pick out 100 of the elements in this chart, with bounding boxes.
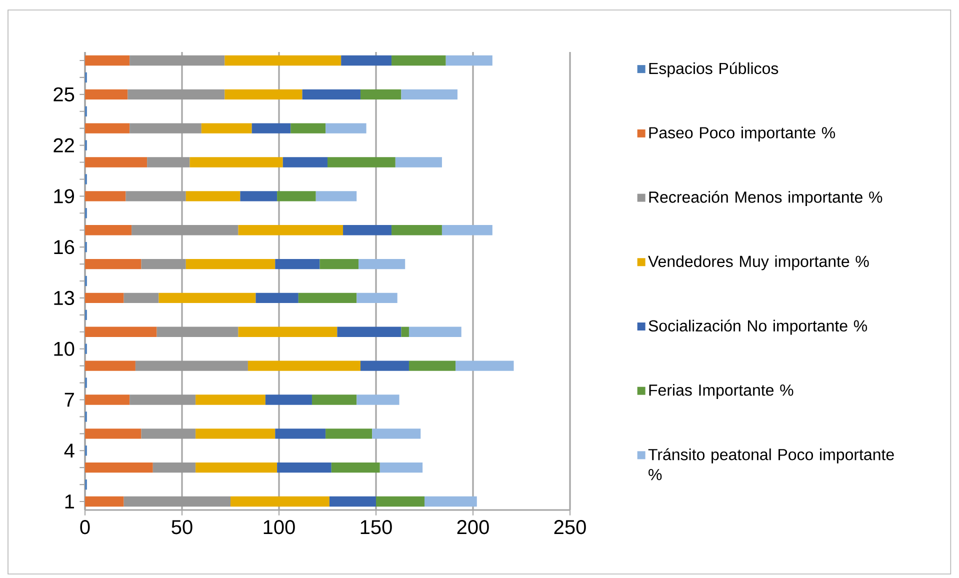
legend-label: Espacios Públicos bbox=[649, 62, 778, 78]
legend-label: Recreación Menos importante % bbox=[649, 190, 882, 206]
bar bbox=[401, 89, 458, 100]
x-tick-label: 200 bbox=[457, 520, 489, 534]
x-tick-label: 50 bbox=[172, 520, 192, 534]
bar bbox=[376, 496, 425, 507]
bar bbox=[282, 157, 328, 168]
bar bbox=[196, 428, 276, 439]
y-tick-label: 7 bbox=[64, 392, 74, 407]
bar bbox=[128, 89, 225, 100]
bar bbox=[190, 157, 283, 168]
bar bbox=[186, 258, 276, 270]
bar bbox=[85, 394, 130, 405]
bar bbox=[256, 292, 298, 304]
bar bbox=[85, 326, 157, 337]
bar bbox=[326, 428, 372, 439]
bar bbox=[356, 394, 400, 405]
legend-label: Socialización No importante % bbox=[648, 320, 868, 335]
bar bbox=[360, 89, 402, 100]
legend-label: Tránsito peatonal Poco importante % bbox=[648, 448, 894, 480]
bar bbox=[132, 225, 238, 236]
bar bbox=[341, 55, 392, 66]
bar bbox=[124, 292, 159, 304]
bar bbox=[380, 462, 423, 473]
bar bbox=[408, 360, 456, 371]
x-tick-label: 100 bbox=[264, 520, 295, 534]
x-tick-label: 150 bbox=[360, 520, 392, 534]
y-tick-label: 10 bbox=[54, 342, 74, 356]
bar bbox=[85, 258, 142, 270]
y-tick-label: 19 bbox=[54, 189, 74, 204]
bar bbox=[230, 496, 330, 507]
bar bbox=[201, 123, 252, 134]
bar bbox=[85, 225, 132, 236]
bar bbox=[85, 123, 130, 134]
bar bbox=[196, 462, 278, 473]
bar bbox=[290, 123, 326, 134]
bar bbox=[85, 428, 142, 439]
y-tick-label: 22 bbox=[54, 138, 74, 152]
bar bbox=[356, 292, 398, 304]
bar bbox=[224, 89, 302, 100]
bar bbox=[135, 360, 248, 371]
bar bbox=[302, 89, 360, 100]
bar bbox=[275, 258, 320, 270]
bar bbox=[277, 462, 332, 473]
bar bbox=[126, 191, 186, 202]
bar bbox=[392, 225, 442, 236]
bar bbox=[360, 360, 409, 371]
bar bbox=[130, 394, 196, 405]
bar bbox=[337, 326, 402, 337]
bar bbox=[130, 55, 225, 66]
bar bbox=[85, 191, 126, 202]
bar bbox=[424, 496, 477, 507]
bar bbox=[328, 157, 396, 168]
y-tick-label: 16 bbox=[54, 240, 74, 254]
bar bbox=[238, 326, 338, 337]
bar bbox=[85, 496, 124, 507]
bar bbox=[156, 326, 238, 337]
bar bbox=[442, 225, 492, 236]
legend-label: Paseo Poco importante % bbox=[649, 126, 836, 142]
legend-label: Ferias Importante % bbox=[649, 384, 794, 399]
bar bbox=[408, 326, 462, 337]
bar bbox=[343, 225, 392, 236]
bar bbox=[446, 55, 492, 66]
bar bbox=[240, 191, 278, 202]
y-tick-label: 25 bbox=[54, 87, 74, 102]
bar bbox=[130, 123, 202, 134]
bar bbox=[85, 360, 136, 371]
bar bbox=[275, 428, 326, 439]
bar bbox=[85, 157, 148, 168]
bar bbox=[238, 225, 344, 236]
bar bbox=[85, 292, 124, 304]
bar bbox=[141, 428, 196, 439]
bar bbox=[252, 123, 291, 134]
bar bbox=[320, 258, 359, 270]
bar bbox=[124, 496, 231, 507]
bar bbox=[329, 496, 376, 507]
bar bbox=[298, 292, 357, 304]
bar bbox=[277, 191, 316, 202]
bar bbox=[395, 157, 442, 168]
bar bbox=[265, 394, 312, 405]
bar bbox=[392, 55, 446, 66]
bar bbox=[85, 89, 128, 100]
bar bbox=[312, 394, 357, 405]
bar bbox=[326, 123, 366, 134]
x-tick-label: 250 bbox=[554, 520, 586, 534]
bar bbox=[224, 55, 342, 66]
legend-label: Vendedores Muy importante % bbox=[648, 255, 869, 270]
bar bbox=[85, 462, 153, 473]
bar bbox=[147, 157, 190, 168]
bar bbox=[372, 428, 421, 439]
bar bbox=[358, 258, 406, 270]
y-tick-label: 1 bbox=[65, 494, 74, 508]
bar bbox=[141, 258, 186, 270]
x-tick-label: 0 bbox=[80, 520, 90, 534]
bar bbox=[248, 360, 360, 371]
y-tick-label: 4 bbox=[64, 444, 74, 458]
bar bbox=[456, 360, 514, 371]
bar bbox=[401, 326, 409, 337]
bar bbox=[152, 462, 196, 473]
bar bbox=[186, 191, 240, 202]
